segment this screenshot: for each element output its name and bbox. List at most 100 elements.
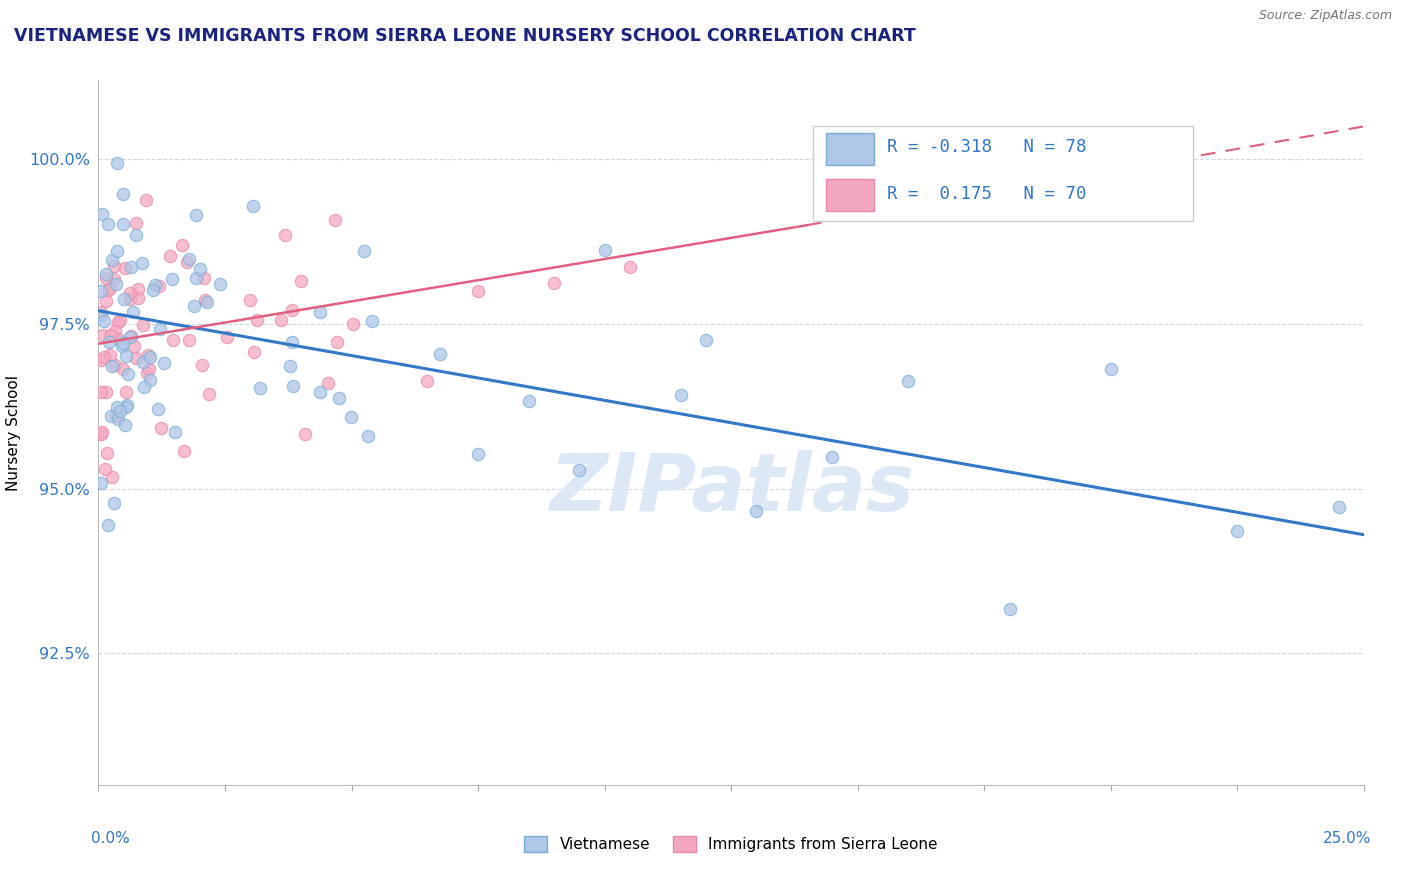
Point [100,409,122,423]
Legend: Vietnamese, Immigrants from Sierra Leone: Vietnamese, Immigrants from Sierra Leone [519,830,943,858]
Point [340,409,363,424]
Point [121,305,143,319]
Point [249,381,271,395]
Point [593,243,616,257]
Point [115,398,138,412]
Point [194,293,217,307]
Point [98,335,121,350]
Point [191,359,214,373]
Point [112,293,135,307]
Point [1099,362,1122,376]
Point [118,329,141,343]
Point [177,333,200,347]
FancyBboxPatch shape [825,179,875,211]
Point [117,368,139,382]
Point [100,328,122,343]
Point [1327,500,1350,514]
Point [215,330,238,344]
Point [242,199,264,213]
Point [107,411,129,425]
Point [669,388,692,402]
Point [138,362,160,376]
Point [90,305,112,319]
Point [104,409,127,423]
Point [274,228,297,243]
Point [619,260,641,274]
Point [112,335,135,350]
Point [897,374,920,388]
Point [97,218,120,232]
Point [135,367,157,381]
Point [821,450,844,465]
Point [107,316,129,330]
Point [107,332,129,346]
Text: VIETNAMESE VS IMMIGRANTS FROM SIERRA LEONE NURSERY SCHOOL CORRELATION CHART: VIETNAMESE VS IMMIGRANTS FROM SIERRA LEO… [14,27,915,45]
Point [149,421,172,435]
Point [159,249,181,263]
Point [173,444,195,458]
Point [124,339,146,353]
Point [108,403,131,417]
FancyBboxPatch shape [813,126,1192,221]
Point [360,314,382,328]
Point [745,504,768,518]
Point [142,284,165,298]
Text: Source: ZipAtlas.com: Source: ZipAtlas.com [1258,9,1392,22]
Point [111,186,134,201]
Point [328,391,350,405]
Point [127,282,149,296]
Point [124,227,146,242]
Point [139,373,162,387]
Text: 25.0%: 25.0% [1323,831,1371,847]
Point [124,351,146,366]
Point [357,429,380,443]
Point [172,238,194,252]
Point [243,345,266,359]
Point [90,426,112,441]
Point [114,349,136,363]
Point [120,286,142,301]
Point [416,374,439,388]
Point [111,217,134,231]
Point [146,401,169,416]
Point [695,333,717,347]
Point [94,293,117,308]
Point [114,385,136,400]
Point [188,262,211,277]
Point [120,293,142,307]
Point [100,347,122,361]
Text: R =  0.175   N = 70: R = 0.175 N = 70 [887,186,1087,203]
Point [94,384,117,399]
Point [270,313,292,327]
Point [135,193,157,207]
Point [111,339,134,353]
Point [208,277,231,292]
Point [104,324,127,338]
Point [281,303,304,318]
Point [90,353,112,368]
Point [105,155,128,169]
Point [105,277,128,291]
Point [94,271,117,285]
Point [98,281,121,295]
Point [467,284,489,298]
Point [132,355,155,369]
Point [93,350,115,364]
Point [568,463,591,477]
Point [183,299,205,313]
Point [96,267,118,281]
Point [115,400,138,414]
Point [108,313,131,327]
Point [316,376,339,390]
Point [103,259,125,273]
Point [290,274,312,288]
Point [239,293,262,307]
Point [429,347,451,361]
Point [342,317,364,331]
Point [97,518,120,533]
Point [104,358,127,372]
Point [184,208,207,222]
Point [103,272,125,286]
Point [246,313,269,327]
Point [90,385,112,400]
